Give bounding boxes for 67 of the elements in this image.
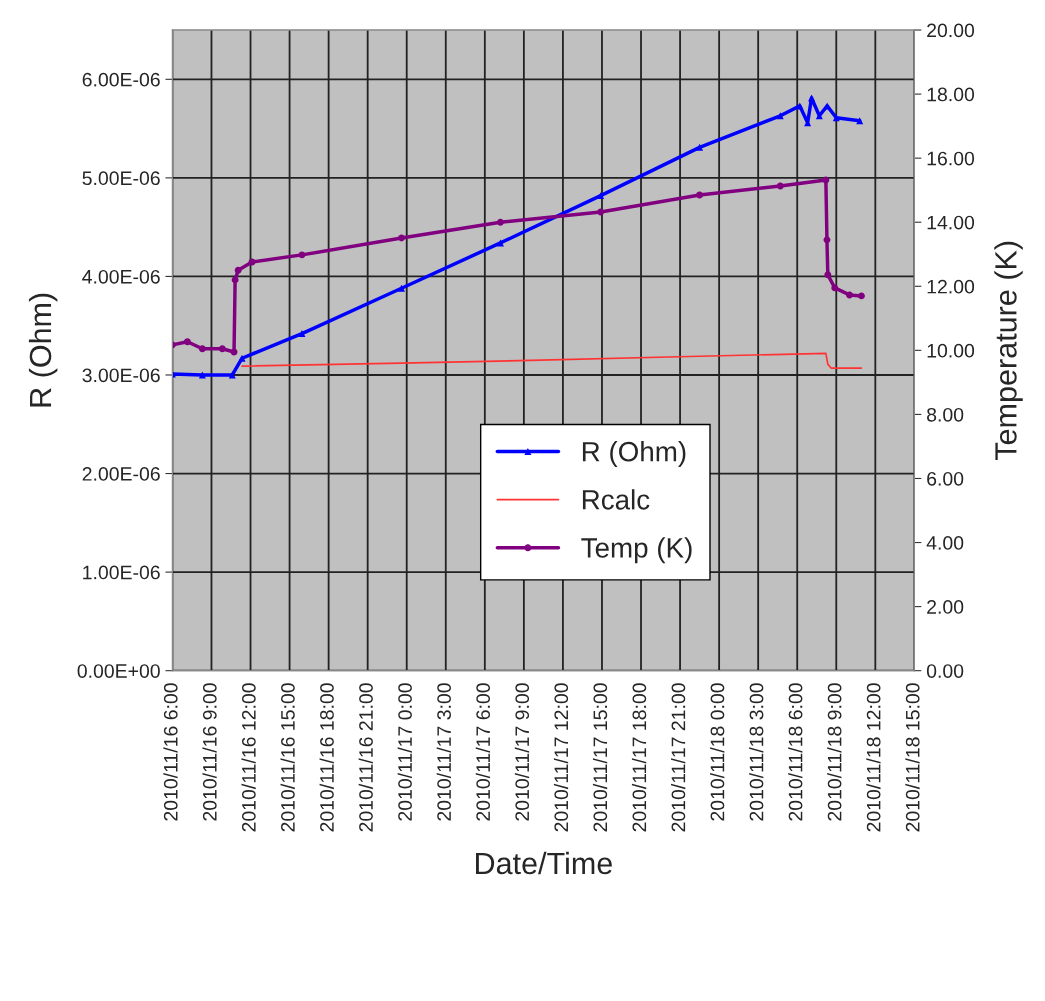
x-tick-label: 2010/11/17 9:00 (514, 683, 530, 821)
point (822, 176, 830, 184)
x-tick-label: 2010/11/16 6:00 (163, 683, 178, 821)
point (776, 182, 784, 190)
y-tick-label: 5.00E-06 (82, 171, 160, 186)
y2-axis-title: Temperature (K) (994, 241, 1023, 461)
point (831, 284, 839, 292)
x-tick-label: 2010/11/16 9:00 (202, 683, 217, 821)
point (808, 94, 816, 102)
x-tick-label: 2010/11/17 12:00 (553, 683, 569, 832)
y-tick-label: 6.00E-06 (82, 72, 160, 87)
point (823, 236, 831, 244)
y-tick-label: 2.00E-06 (82, 467, 160, 481)
x-tick-label: 2010/11/17 18:00 (631, 683, 647, 832)
x-tick-label: 2010/11/18 9:00 (827, 683, 842, 821)
y-tick-label: 1.00E-06 (83, 565, 160, 580)
x-tick-label: 2010/11/16 21:00 (358, 683, 373, 832)
x-tick-label: 2010/11/16 15:00 (280, 683, 295, 832)
y2-tick-label: 16.00 (927, 151, 975, 166)
point (824, 271, 832, 279)
point (198, 345, 206, 353)
x-tick-label: 2010/11/17 0:00 (397, 683, 412, 821)
y-axis-title: R (Ohm) (28, 293, 58, 407)
x-tick-label: 2010/11/18 0:00 (710, 683, 725, 821)
x-tick-label: 2010/11/16 12:00 (241, 683, 256, 832)
point (696, 143, 704, 151)
point (846, 291, 853, 299)
point (218, 345, 226, 353)
y2-tick-label: 14.00 (927, 215, 975, 230)
y2-tick-label: 18.00 (927, 87, 975, 102)
y2-tick-label: 0.00 (926, 664, 964, 678)
y-tick-label: 4.00E-06 (82, 269, 160, 284)
point (496, 218, 504, 226)
y2-tick-label: 10.00 (927, 343, 975, 358)
x-tick-label: 2010/11/18 3:00 (749, 683, 764, 821)
x-tick-label: 2010/11/17 15:00 (592, 683, 608, 832)
line-series (241, 352, 863, 369)
y-tick-label: 3.00E-06 (82, 368, 160, 383)
x-tick-label: 2010/11/17 21:00 (671, 683, 686, 832)
x-tick-label: 2010/11/16 18:00 (319, 683, 334, 832)
x-tick-label: 2010/11/18 6:00 (788, 683, 803, 821)
y2-tick-label: 2.00 (927, 600, 964, 614)
point (398, 284, 405, 292)
point (231, 276, 239, 284)
point (238, 354, 246, 362)
point (398, 234, 405, 242)
point (597, 192, 605, 200)
y2-tick-label: 20.00 (927, 23, 975, 38)
legend-label: R (Ohm) (582, 441, 686, 467)
point (298, 330, 306, 338)
y2-tick-label: 12.00 (927, 279, 975, 294)
y2-tick-label: 6.00 (927, 471, 964, 486)
point (597, 208, 605, 216)
x-tick-label: 2010/11/18 15:00 (905, 683, 920, 832)
legend-label: Temp (K) (581, 537, 692, 564)
point (696, 191, 704, 199)
x-tick-label: 2010/11/17 3:00 (436, 683, 451, 821)
point (857, 292, 865, 300)
y2-tick-label: 4.00 (926, 536, 964, 550)
x-axis-title: Date/Time (476, 851, 612, 875)
legend-label: Rcalc (582, 489, 650, 510)
y2-tick-label: 8.00 (927, 407, 964, 422)
y-tick-label: 0.00E+00 (77, 664, 160, 678)
point (234, 266, 242, 274)
point (183, 338, 191, 346)
x-tick-label: 2010/11/17 6:00 (475, 683, 491, 821)
x-tick-label: 2010/11/18 12:00 (866, 683, 881, 832)
